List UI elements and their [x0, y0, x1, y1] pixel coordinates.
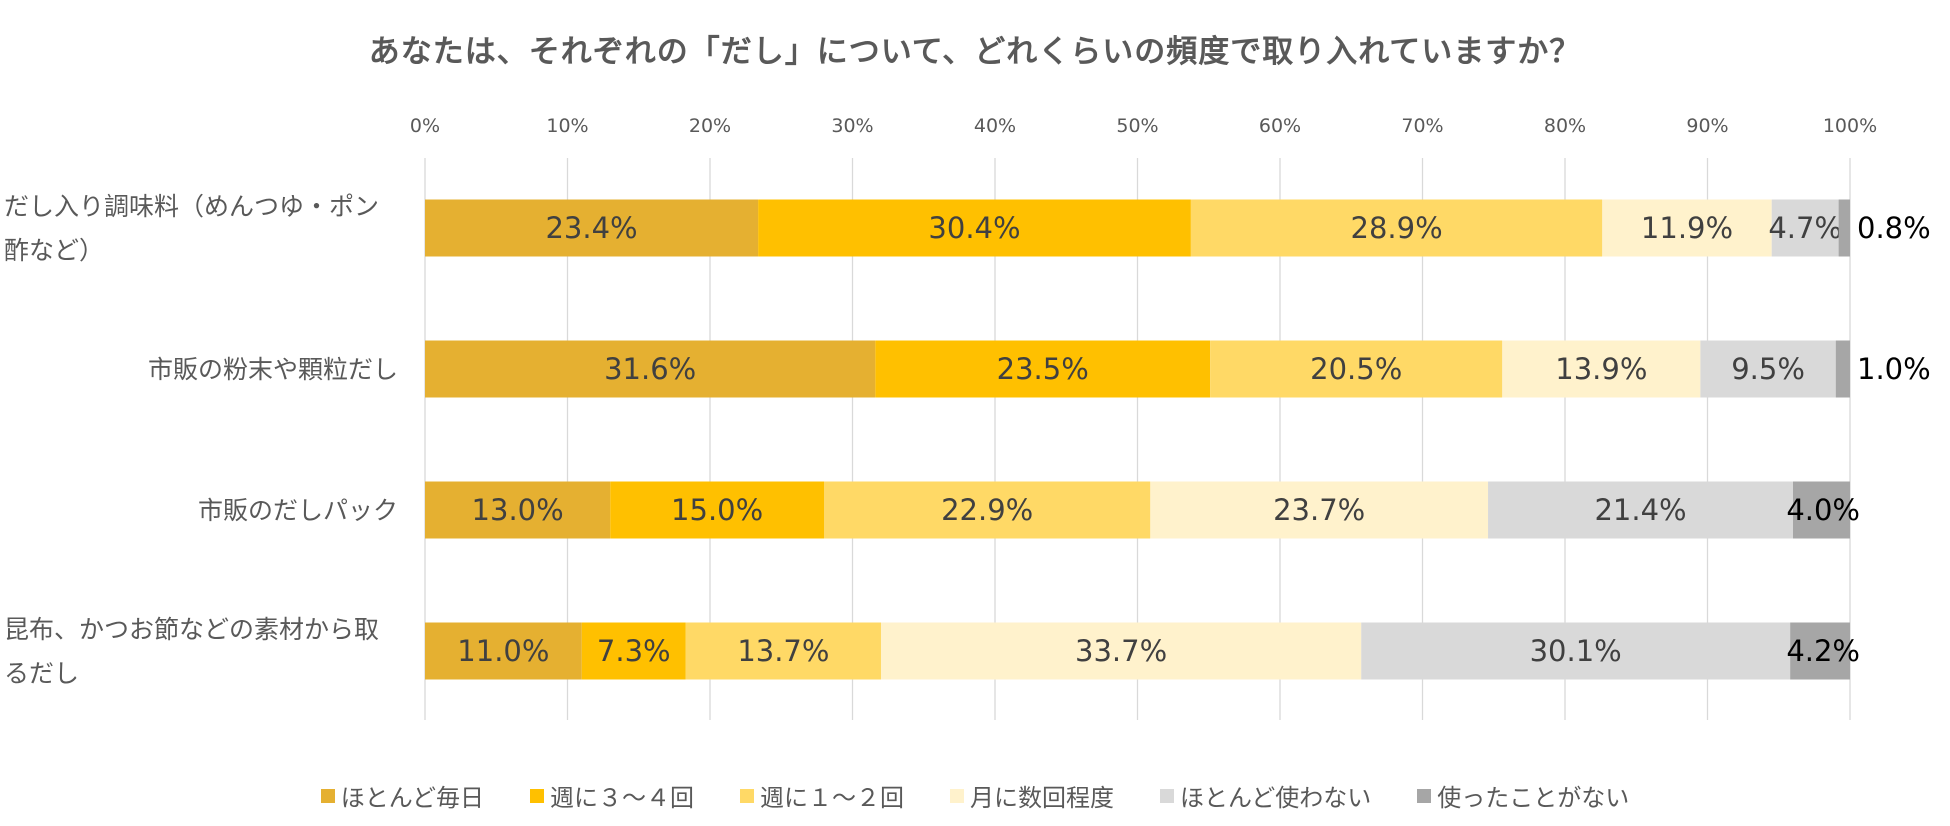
legend-item: ほとんど毎日 — [320, 778, 484, 813]
data-label: 0.8% — [1857, 211, 1931, 245]
legend-label: 週に１～２回 — [760, 784, 904, 812]
x-tick-label: 40% — [974, 115, 1016, 137]
bar-segment — [1502, 340, 1701, 398]
data-label: 7.3% — [597, 634, 671, 668]
bar-segment — [685, 622, 881, 680]
bar-segment — [425, 481, 611, 539]
data-label: 15.0% — [671, 493, 763, 527]
data-label: 11.9% — [1641, 211, 1733, 245]
legend-swatch — [1160, 788, 1174, 803]
data-label: 22.9% — [941, 493, 1033, 527]
data-label: 30.1% — [1530, 634, 1622, 668]
bar-segment — [824, 481, 1151, 539]
category-label: 市販のだしパック — [198, 496, 398, 525]
data-label: 13.9% — [1555, 352, 1647, 386]
bar-segment — [881, 622, 1362, 680]
data-label: 31.6% — [604, 352, 696, 386]
legend-label: 使ったことがない — [1437, 784, 1630, 812]
legend: ほとんど毎日 週に３～４回 週に１～２回 月に数回程度 ほとんど使わない 使ったことがない — [0, 778, 1950, 813]
bar-segment — [425, 622, 582, 680]
bar-segment — [1602, 199, 1772, 257]
bar-segment — [1190, 199, 1603, 257]
bar-segment — [1835, 340, 1850, 398]
data-label: 20.5% — [1310, 352, 1402, 386]
data-label: 1.0% — [1857, 352, 1931, 386]
bar-segment — [1700, 340, 1836, 398]
bar-segment — [1210, 340, 1503, 398]
x-tick-label: 70% — [1401, 115, 1443, 137]
x-tick-label: 90% — [1686, 115, 1728, 137]
data-label: 9.5% — [1731, 352, 1805, 386]
legend-swatch — [740, 788, 754, 803]
data-label: 13.7% — [737, 634, 829, 668]
data-label: 4.0% — [1786, 493, 1860, 527]
bar-segment — [1793, 481, 1850, 539]
legend-swatch — [1417, 788, 1432, 803]
bar-segment — [1838, 199, 1850, 257]
data-label: 11.0% — [457, 634, 549, 668]
data-label: 28.9% — [1351, 211, 1443, 245]
bar-segment — [1488, 481, 1793, 539]
x-tick-label: 50% — [1116, 115, 1158, 137]
legend-item: 使ったことがない — [1417, 778, 1629, 813]
bar-segment — [425, 199, 759, 257]
bar-segment — [1771, 199, 1839, 257]
legend-item: ほとんど使わない — [1160, 778, 1371, 813]
legend-item: 月に数回程度 — [950, 778, 1114, 813]
bar-segment — [581, 622, 686, 680]
x-tick-label: 100% — [1823, 115, 1877, 137]
data-label: 23.5% — [997, 352, 1089, 386]
category-label: 昆布、かつお節などの素材から取 — [4, 615, 379, 644]
legend-swatch — [320, 788, 335, 803]
data-label: 23.4% — [545, 211, 637, 245]
legend-label: ほとんど毎日 — [340, 784, 484, 812]
data-label: 13.0% — [472, 493, 564, 527]
x-tick-label: 20% — [689, 115, 731, 137]
data-label: 30.4% — [928, 211, 1020, 245]
legend-label: 週に３～４回 — [550, 784, 694, 812]
category-label: 市販の粉末や顆粒だし — [148, 355, 398, 384]
legend-label: 月に数回程度 — [970, 784, 1114, 812]
bar-segment — [610, 481, 824, 539]
bar-segment — [425, 340, 876, 398]
bar-segment — [1790, 622, 1850, 680]
category-label: るだし — [4, 659, 79, 688]
legend-item: 週に３～４回 — [530, 778, 694, 813]
bar-segment — [758, 199, 1191, 257]
x-tick-label: 0% — [410, 115, 440, 137]
data-label: 33.7% — [1075, 634, 1167, 668]
legend-swatch — [950, 788, 964, 803]
x-tick-label: 60% — [1259, 115, 1301, 137]
chart-title: あなたは、それぞれの「だし」について、どれくらいの頻度で取り入れていますか？ — [368, 34, 1582, 70]
data-label: 21.4% — [1594, 493, 1686, 527]
category-label: 酢など） — [4, 236, 104, 265]
data-label: 4.2% — [1786, 634, 1860, 668]
x-tick-label: 30% — [831, 115, 873, 137]
legend-swatch — [530, 788, 544, 803]
category-label: だし入り調味料（めんつゆ・ポン — [4, 192, 379, 221]
x-tick-label: 80% — [1544, 115, 1586, 137]
legend-item: 週に１～２回 — [740, 778, 904, 813]
bar-segment — [1150, 481, 1489, 539]
bar-segment — [875, 340, 1211, 398]
x-tick-label: 10% — [546, 115, 588, 137]
data-label: 23.7% — [1273, 493, 1365, 527]
data-label: 4.7% — [1768, 211, 1842, 245]
bar-segment — [1361, 622, 1791, 680]
legend-label: ほとんど使わない — [1180, 784, 1372, 812]
